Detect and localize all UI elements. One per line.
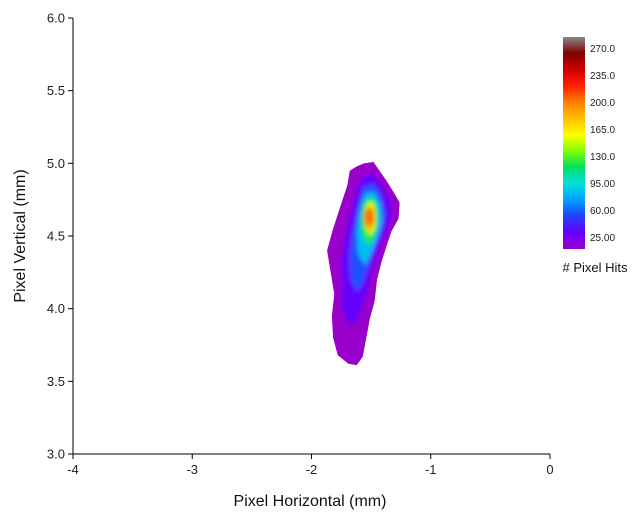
colorbar-title: # Pixel Hits <box>562 260 628 275</box>
y-tick-label: 4.0 <box>47 301 65 316</box>
colorbar: 270.0 235.0 200.0 165.0 130.0 95.00 60.00 25.00 <box>563 37 615 249</box>
colorbar-tick-label: 235.0 <box>590 71 615 82</box>
colorbar-gradient <box>563 37 585 249</box>
y-tick-label: 3.0 <box>47 447 65 462</box>
contour-peak <box>364 208 373 227</box>
colorbar-tick-label: 25.00 <box>590 233 615 244</box>
x-tick-label: -2 <box>306 462 318 477</box>
y-tick-label: 5.5 <box>47 83 65 98</box>
axes: -4 -3 -2 -1 0 3.0 3.5 4.0 4.5 5.0 5.5 6.0 <box>47 11 554 478</box>
x-tick-label: -1 <box>425 462 437 477</box>
x-tick-label: 0 <box>546 462 553 477</box>
colorbar-tick-label: 270.0 <box>590 44 615 55</box>
x-tick-label: -4 <box>67 462 79 477</box>
colorbar-tick-label: 130.0 <box>590 152 615 163</box>
y-tick-label: 4.5 <box>47 229 65 244</box>
y-tick-label: 6.0 <box>47 11 65 26</box>
colorbar-tick-label: 200.0 <box>590 98 615 109</box>
colorbar-tick-label: 95.00 <box>590 179 615 190</box>
colorbar-tick-label: 165.0 <box>590 125 615 136</box>
colorbar-tick-label: 60.00 <box>590 206 615 217</box>
y-tick-label: 5.0 <box>47 156 65 171</box>
x-axis-title: Pixel Horizontal (mm) <box>234 493 387 510</box>
y-tick-label: 3.5 <box>47 374 65 389</box>
x-tick-label: -3 <box>186 462 198 477</box>
plot-area <box>327 161 400 366</box>
y-axis-title: Pixel Vertical (mm) <box>12 169 29 302</box>
